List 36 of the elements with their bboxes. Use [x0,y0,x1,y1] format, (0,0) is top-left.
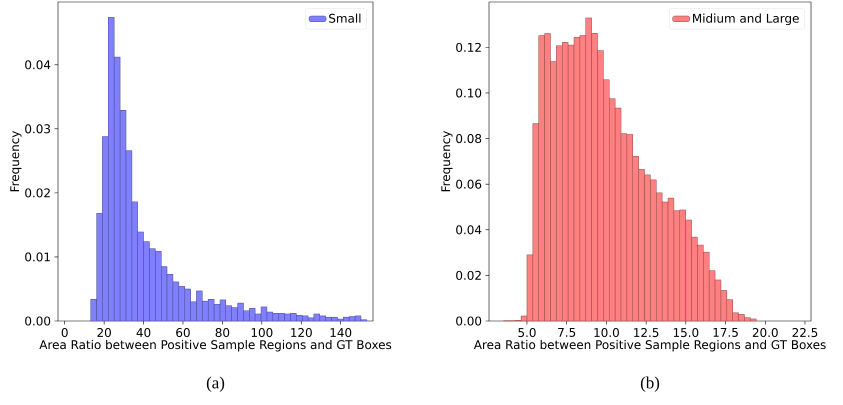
y-tick-label: 0.02 [456,270,481,280]
y-tick-label: 0.00 [456,316,482,326]
x-tick-label: 0 [62,328,68,338]
x-tick-label: 10.0 [594,328,619,338]
x-axis-title: Area Ratio between Positive Sample Regions and GT Boxes [474,340,826,352]
y-tick-label: 0.00 [25,316,50,326]
x-tick-label: 100 [252,328,272,338]
x-tick-label: 140 [330,328,352,338]
x-tick-label: 80 [216,328,230,338]
legend-label: Small [329,14,360,23]
y-tick-label: 0.06 [456,180,482,189]
x-axis-title: Area Ratio between Positive Sample Regions and GT Boxes [39,340,392,352]
y-axis-title: Frequency [10,130,22,192]
x-tick-label: 20 [97,328,111,338]
y-tick-label: 0.04 [456,225,482,234]
x-tick-label: 5.0 [518,328,536,338]
x-tick-label: 120 [291,328,312,338]
text: (b) [640,376,660,392]
x-tick-label: 7.5 [558,328,576,337]
legend-label: Midium and Large [693,14,799,26]
x-tick-label: 15.0 [674,328,698,338]
y-tick-label: 0.01 [25,252,50,262]
y-axis-title: Frequency [441,130,453,192]
x-tick-label: 22.5 [792,328,818,338]
x-tick-label: 17.5 [714,328,738,337]
y-tick-label: 0.03 [25,124,50,134]
y-tick-label: 0.04 [25,60,50,70]
y-tick-label: 0.12 [456,42,481,52]
x-tick-label: 40 [136,328,150,338]
y-tick-label: 0.02 [25,188,50,198]
x-tick-label: 12.5 [634,328,658,338]
y-tick-label: 0.10 [456,88,482,98]
x-tick-label: 20.0 [752,328,778,338]
x-tick-label: 60 [176,328,190,338]
y-tick-label: 0.08 [456,134,482,144]
text: (a) [206,376,224,392]
